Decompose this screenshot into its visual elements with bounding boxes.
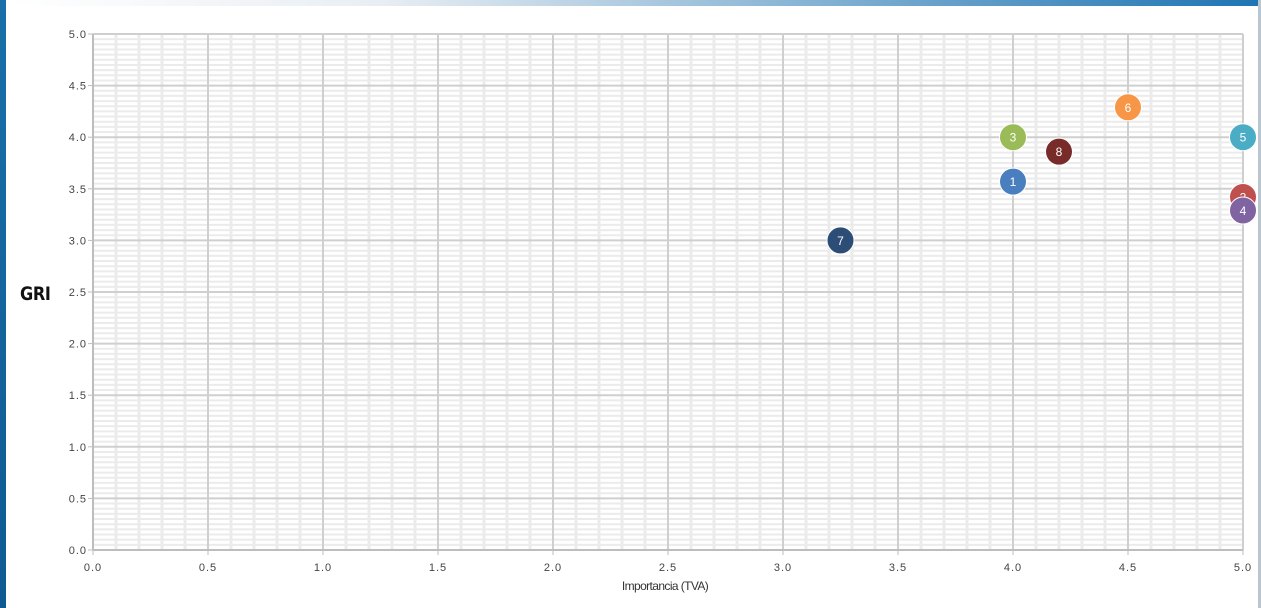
major-grid — [92, 33, 1244, 551]
data-point-marker[interactable] — [1229, 123, 1257, 152]
x-tick-label: 2.5 — [659, 562, 677, 574]
y-tick-label: 4.0 — [69, 132, 87, 144]
data-point-8[interactable]: 8 — [1045, 137, 1073, 166]
data-point-label: 1 — [1010, 175, 1017, 189]
data-point-7[interactable]: 7 — [826, 226, 855, 255]
y-axis-label: GRI — [20, 283, 51, 305]
y-tick-label: 4.5 — [69, 81, 87, 93]
y-axis-ticks: 0.0 0.5 1.0 1.5 2.0 2.5 3.0 3.5 4.0 4.5 5.0 — [69, 29, 93, 557]
data-point-marker[interactable] — [999, 167, 1027, 196]
y-tick-label: 5.0 — [69, 29, 87, 41]
x-tick-label: 4.5 — [1119, 562, 1137, 574]
x-axis-ticks: 0.0 0.5 1.0 1.5 2.0 2.5 3.0 3.5 4.0 4.5 5.0 — [84, 550, 1252, 574]
frame-top-border — [6, 0, 1261, 6]
y-tick-label: 3.5 — [69, 184, 87, 196]
data-point-label: 5 — [1240, 131, 1247, 145]
data-point-marker[interactable] — [826, 226, 855, 255]
data-point-1[interactable]: 1 — [999, 167, 1027, 196]
x-tick-label: 3.5 — [889, 562, 907, 574]
frame-left-border — [0, 0, 6, 608]
data-point-label: 4 — [1240, 204, 1247, 218]
x-tick-label: 3.0 — [774, 562, 792, 574]
data-point-label: 3 — [1010, 131, 1017, 145]
x-tick-label: 5.0 — [1234, 562, 1252, 574]
y-tick-label: 1.5 — [69, 390, 87, 402]
data-point-marker[interactable] — [1045, 137, 1073, 166]
x-tick-label: 2.0 — [544, 562, 562, 574]
y-tick-label: 2.0 — [69, 339, 87, 351]
data-point-marker[interactable] — [1229, 196, 1257, 225]
x-axis-label: Importancia (TVA) — [621, 579, 709, 593]
data-points: 12345678 — [826, 93, 1257, 255]
y-tick-label: 3.0 — [69, 235, 87, 247]
data-point-marker[interactable] — [1114, 93, 1142, 122]
data-point-marker[interactable] — [999, 123, 1027, 152]
data-point-3[interactable]: 3 — [999, 123, 1027, 152]
data-point-6[interactable]: 6 — [1114, 93, 1142, 122]
y-tick-label: 1.0 — [69, 442, 87, 454]
x-tick-label: 0.5 — [199, 562, 217, 574]
data-point-5[interactable]: 5 — [1229, 123, 1257, 152]
x-tick-label: 0.0 — [84, 562, 102, 574]
x-tick-label: 1.5 — [429, 562, 447, 574]
x-tick-label: 4.0 — [1004, 562, 1022, 574]
frame-right-border — [1258, 0, 1261, 608]
y-tick-label: 0.5 — [69, 493, 87, 505]
data-point-label: 6 — [1125, 101, 1132, 115]
y-tick-label: 0.0 — [69, 545, 87, 557]
data-point-label: 8 — [1056, 145, 1063, 159]
data-point-label: 7 — [837, 234, 844, 248]
y-tick-label: 2.5 — [69, 287, 87, 299]
x-tick-label: 1.0 — [314, 562, 332, 574]
data-point-4[interactable]: 4 — [1229, 196, 1257, 225]
